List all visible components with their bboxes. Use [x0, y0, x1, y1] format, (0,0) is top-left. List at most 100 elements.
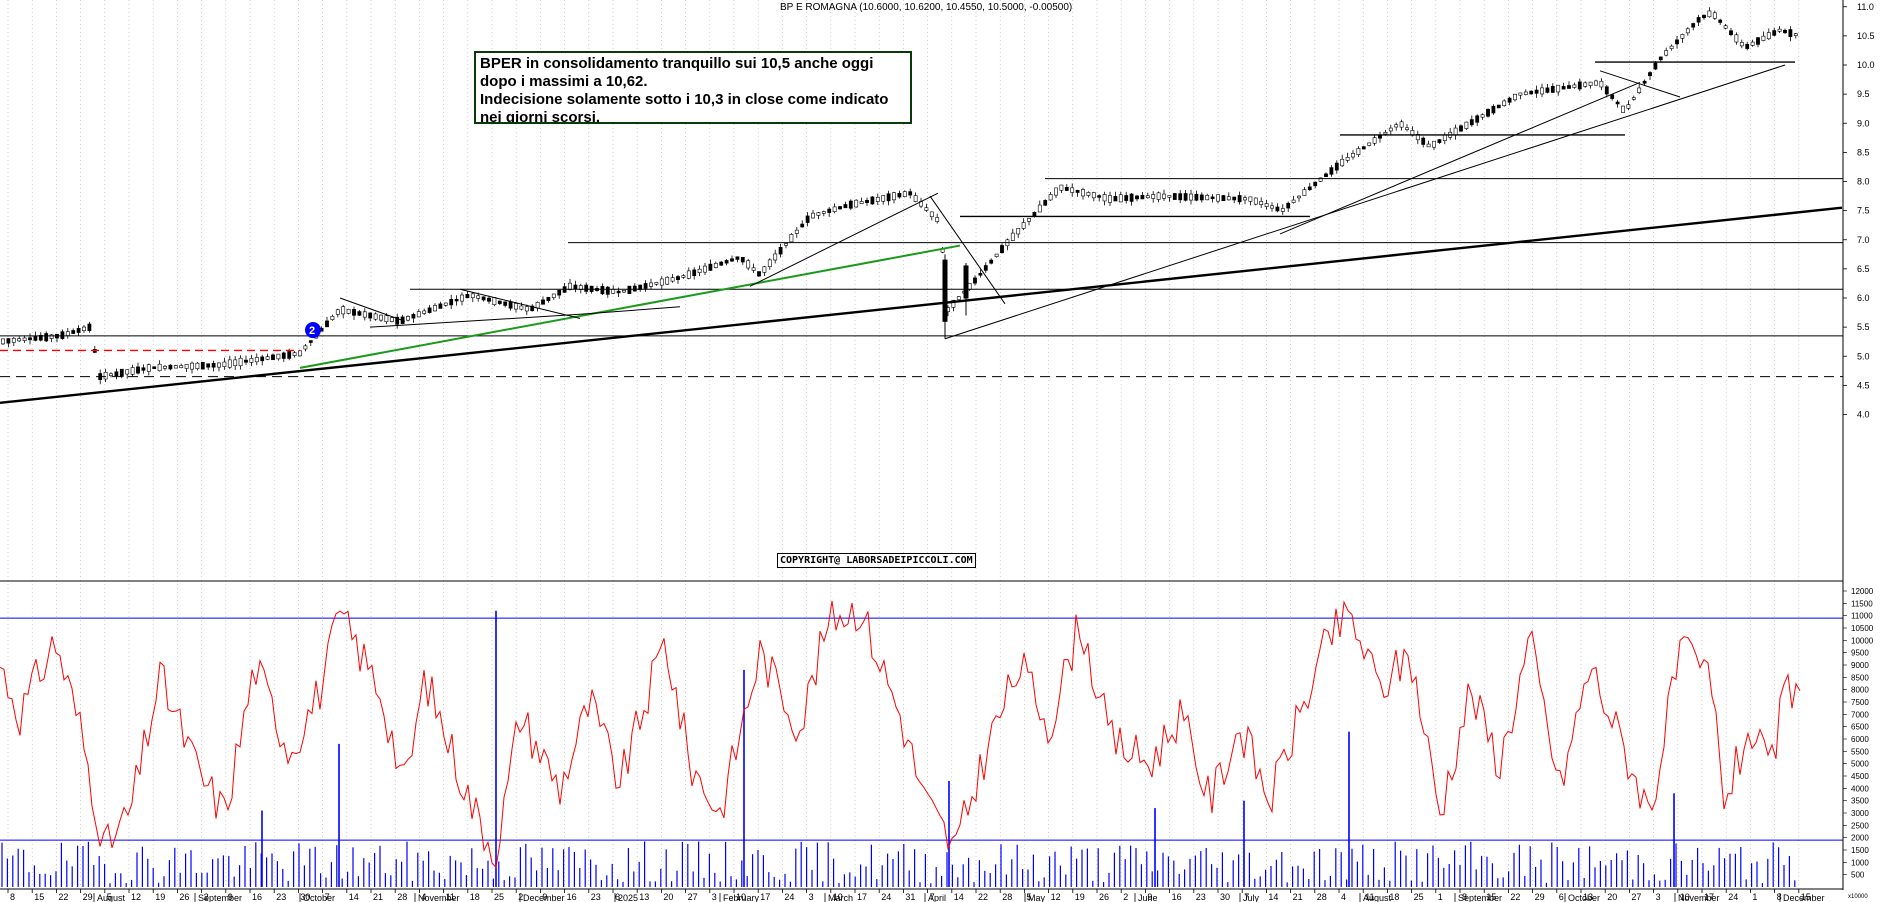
- candle-body: [1669, 45, 1674, 49]
- candle-body: [1232, 196, 1237, 201]
- candle-body: [28, 337, 32, 341]
- x-month-label: November: [418, 893, 460, 902]
- x-day-label: 16: [1172, 892, 1182, 902]
- x-day-label: 8: [1777, 892, 1782, 902]
- y-tick-label: 4.5: [1857, 380, 1870, 390]
- candle-body: [1783, 29, 1787, 34]
- candle-body: [1604, 86, 1609, 95]
- candle-body: [1216, 194, 1220, 202]
- x-month-label: September: [198, 893, 242, 902]
- candle-body: [622, 290, 626, 293]
- x-day-label: 14: [1268, 892, 1278, 902]
- candle-body: [341, 306, 346, 315]
- candle-body: [994, 253, 999, 257]
- candle-body: [573, 284, 578, 290]
- candle-body: [1750, 41, 1755, 46]
- trendline: [749, 192, 939, 287]
- x-day-label: 7: [1244, 892, 1249, 902]
- candle-body: [1205, 195, 1210, 201]
- candle-body: [514, 303, 518, 310]
- candle-body: [1334, 162, 1339, 171]
- candle-body: [11, 337, 16, 343]
- candle-body: [1264, 203, 1269, 207]
- candle-body: [1064, 186, 1069, 191]
- candle-body: [1637, 87, 1642, 93]
- y-tick-label: 500: [1851, 871, 1865, 880]
- candle-body: [1291, 199, 1296, 203]
- candle-body: [854, 199, 859, 208]
- x-day-label: 27: [688, 892, 698, 902]
- candle-body: [1189, 193, 1193, 201]
- candle-body: [1162, 193, 1166, 199]
- x-day-label: 8: [10, 892, 15, 902]
- y-tick-label: 4.0: [1857, 410, 1870, 420]
- candle-body: [1502, 100, 1507, 107]
- candle-body: [1761, 35, 1766, 41]
- candle-body: [676, 276, 680, 280]
- x-month-label: November: [1678, 893, 1720, 902]
- candle-body: [1097, 195, 1102, 198]
- x-day-label: 18: [470, 892, 480, 902]
- candle-body: [44, 333, 49, 342]
- candle-body: [438, 303, 443, 309]
- candle-body: [519, 305, 524, 310]
- candle-body: [600, 286, 605, 295]
- candle-body: [1788, 29, 1793, 37]
- candle-body: [989, 259, 994, 264]
- x-day-label: 12: [131, 892, 141, 902]
- candle-body: [1486, 108, 1490, 117]
- candle-body: [163, 365, 167, 369]
- candle-body: [222, 361, 227, 367]
- candle-body: [470, 293, 475, 299]
- x-month-label: July: [1243, 893, 1260, 902]
- x-month-label: June: [1138, 893, 1158, 902]
- candle-body: [1, 338, 5, 345]
- candle-body: [616, 290, 621, 294]
- candle-body: [870, 196, 875, 205]
- annotation-line: dopo i massimi a 10,62.: [480, 73, 648, 90]
- x-day-label: 17: [1704, 892, 1714, 902]
- candle-body: [119, 368, 124, 377]
- candle-body: [125, 369, 130, 375]
- candle-body: [1718, 19, 1723, 23]
- candle-body: [179, 365, 184, 369]
- y-tick-label: 11.0: [1857, 2, 1874, 12]
- x-day-label: 19: [1075, 892, 1085, 902]
- y-tick-label: 7000: [1851, 710, 1869, 719]
- candle-body: [200, 361, 205, 370]
- candle-body: [1340, 158, 1345, 167]
- candle-body: [1556, 84, 1561, 93]
- candle-body: [1081, 189, 1085, 197]
- candle-body: [897, 193, 902, 198]
- candle-body: [443, 302, 448, 306]
- candle-body: [1772, 30, 1777, 36]
- candle-body: [1513, 93, 1517, 101]
- candle-body: [1313, 181, 1318, 187]
- candle-body: [357, 311, 362, 316]
- candle-body: [368, 312, 373, 319]
- x-day-label: 24: [881, 892, 891, 902]
- candle-body: [1658, 56, 1663, 61]
- candle-body: [238, 357, 243, 367]
- candle-body: [6, 338, 11, 344]
- candle-body: [654, 282, 659, 285]
- price-panel: [1, 7, 1798, 385]
- x-day-label: 1: [1752, 892, 1757, 902]
- candle-body: [87, 323, 92, 331]
- x-day-label: 25: [494, 892, 504, 902]
- candle-body: [292, 352, 297, 356]
- candle-body: [1210, 196, 1215, 199]
- candle-body: [103, 371, 108, 380]
- x-day-label: 15: [34, 892, 44, 902]
- candle-body: [503, 301, 508, 306]
- x-month-label: March: [828, 893, 853, 902]
- y-tick-label: 9500: [1851, 649, 1869, 658]
- x-month-label: May: [1028, 893, 1046, 902]
- candle-body: [929, 211, 934, 218]
- candle-body: [1729, 30, 1733, 36]
- candle-body: [1307, 186, 1312, 190]
- annotation-box: BPER in consolidamento tranquillo sui 10…: [474, 51, 912, 124]
- candle-body: [1356, 148, 1361, 155]
